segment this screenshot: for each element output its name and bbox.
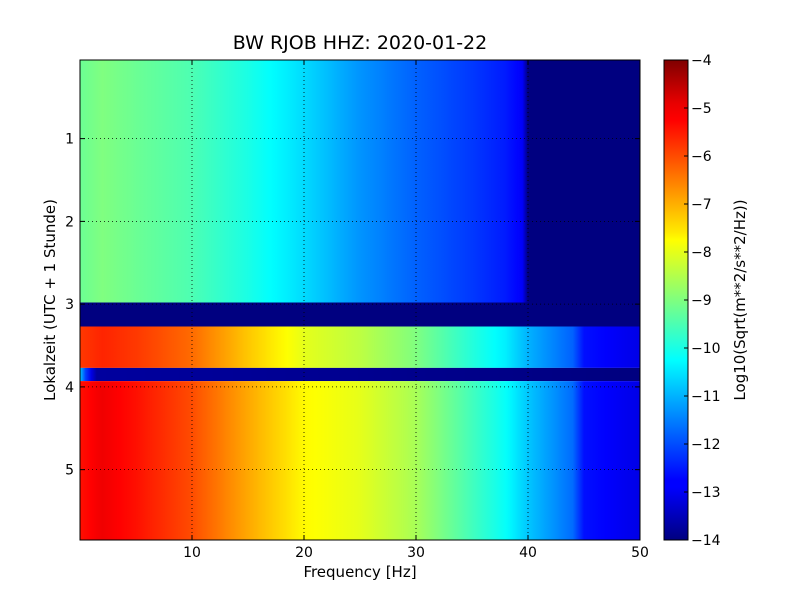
plot-frame bbox=[79, 59, 641, 541]
y-tick-label: 3 bbox=[65, 297, 74, 313]
y-axis: 1 2 3 4 5 bbox=[65, 132, 640, 479]
colorbar-tick-label: −10 bbox=[691, 341, 721, 357]
colorbar-label: Log10(Sqrt(m**2/s**2/Hz)) bbox=[731, 199, 749, 400]
colorbar-tick-label: −14 bbox=[691, 533, 721, 549]
y-tick-label: 4 bbox=[65, 380, 74, 396]
colorbar-tick-label: −9 bbox=[691, 293, 712, 309]
colorbar-tick-label: −8 bbox=[691, 245, 712, 261]
x-tick-label: 40 bbox=[519, 545, 537, 561]
colorbar-tick-label: −6 bbox=[691, 149, 712, 165]
x-tick-label: 50 bbox=[631, 545, 649, 561]
y-tick-label: 2 bbox=[65, 214, 74, 230]
colorbar-tick-label: −7 bbox=[691, 197, 712, 213]
x-axis-label: Frequency [Hz] bbox=[303, 563, 416, 581]
spectrum-band bbox=[80, 367, 640, 382]
colorbar-ticks: −4 −5 −6 −7 −8 −9 −10 −11 −12 −13 −14 bbox=[684, 53, 721, 549]
y-tick-label: 5 bbox=[65, 463, 74, 479]
spectrum-band bbox=[80, 60, 640, 303]
spectrum-band bbox=[80, 326, 640, 368]
colorbar-tick-label: −12 bbox=[691, 437, 721, 453]
colorbar-tick-label: −5 bbox=[691, 101, 712, 117]
y-axis-label: Lokalzeit (UTC + 1 Stunde) bbox=[41, 199, 59, 401]
colorbar-tick-label: −13 bbox=[691, 485, 721, 501]
spectrum-band bbox=[80, 381, 640, 540]
y-tick-label: 1 bbox=[65, 132, 74, 148]
x-axis: 10 20 30 40 50 bbox=[183, 60, 649, 561]
colorbar-tick-label: −4 bbox=[691, 53, 712, 69]
heatmap-area bbox=[80, 60, 640, 540]
x-tick-label: 30 bbox=[407, 545, 425, 561]
x-tick-label: 20 bbox=[295, 545, 313, 561]
chart-title: BW RJOB HHZ: 2020-01-22 bbox=[233, 32, 487, 54]
colorbar-tick-label: −11 bbox=[691, 389, 721, 405]
spectrum-band bbox=[80, 302, 640, 327]
grid-lines bbox=[80, 60, 640, 540]
x-tick-label: 10 bbox=[183, 545, 201, 561]
